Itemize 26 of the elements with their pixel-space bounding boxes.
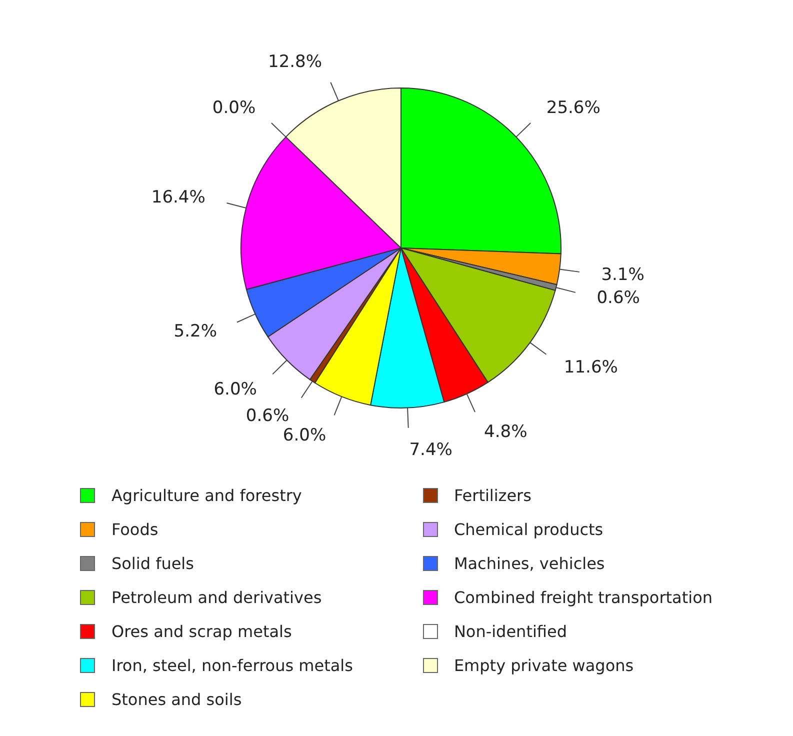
legend-label: Stones and soils [111, 690, 242, 708]
legend-label: Empty private wagons [454, 656, 634, 674]
legend-label: Chemical products [454, 520, 604, 538]
data-label: 0.6% [596, 288, 640, 308]
data-label: 4.8% [484, 422, 528, 442]
data-label: 11.6% [564, 357, 618, 378]
data-label: 16.4% [151, 188, 206, 208]
data-label: 7.4% [409, 440, 452, 460]
legend-label: Combined freight transportation [454, 588, 712, 606]
data-label: 5.2% [174, 321, 217, 342]
legend-label: Agriculture and forestry [111, 486, 302, 504]
legend-label: Solid fuels [111, 554, 194, 572]
data-label: 0.6% [246, 406, 290, 426]
legend-label: Foods [111, 520, 158, 538]
legend-label: Ores and scrap metals [111, 622, 292, 640]
legend-label: Fertilizers [454, 486, 532, 504]
data-label: 6.0% [214, 380, 257, 400]
data-label: 12.8% [268, 52, 322, 72]
legend-label: Iron, steel, non-ferrous metals [111, 656, 353, 674]
legend-label: Machines, vehicles [454, 554, 605, 572]
text: 0.0% [212, 98, 256, 118]
legend-label: Petroleum and derivatives [111, 588, 322, 606]
data-label: 3.1% [601, 264, 644, 285]
legend-label: Non-identified [454, 622, 567, 640]
data-label: 25.6% [546, 98, 600, 118]
data-label: 6.0% [282, 426, 326, 446]
